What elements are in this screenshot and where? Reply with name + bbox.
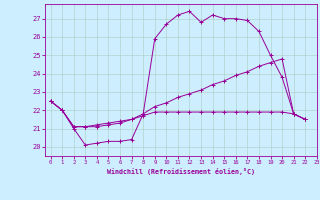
X-axis label: Windchill (Refroidissement éolien,°C): Windchill (Refroidissement éolien,°C)	[107, 168, 255, 175]
